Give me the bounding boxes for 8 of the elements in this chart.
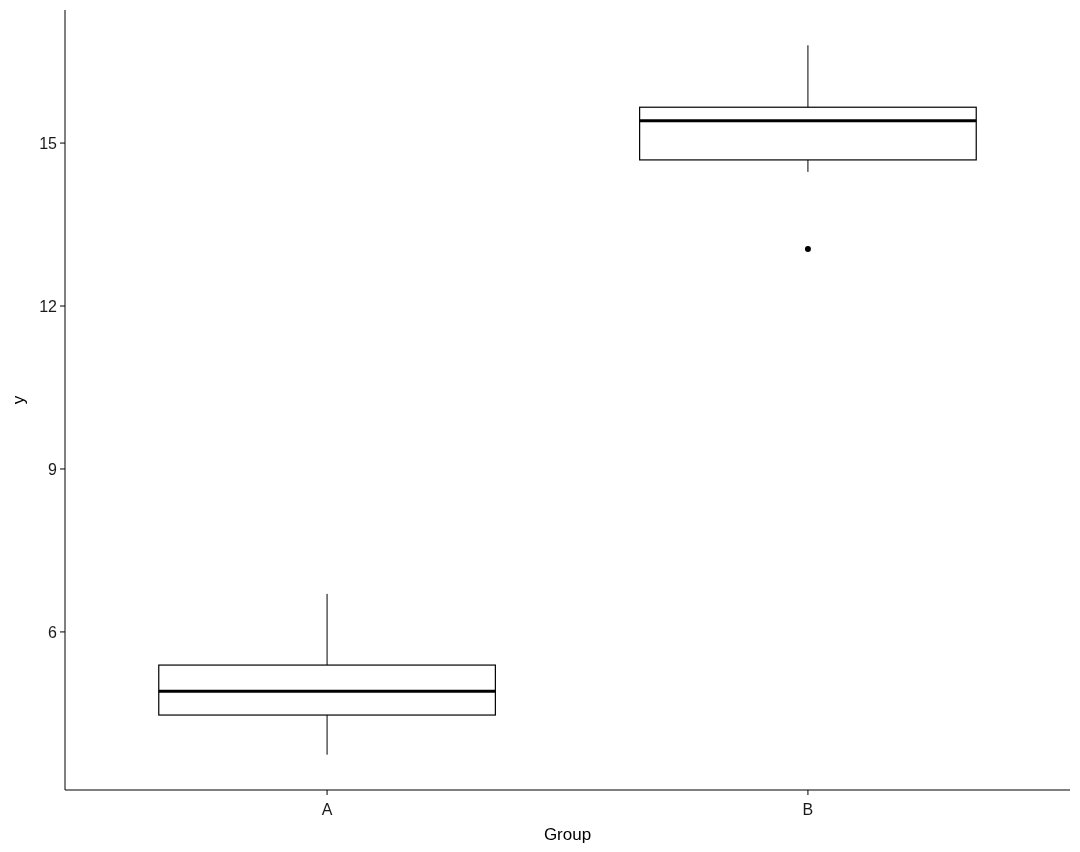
y-axis-title: y <box>9 395 28 405</box>
x-tick-label: B <box>802 801 814 818</box>
y-tick-label: 9 <box>48 460 58 478</box>
y-tick-label: 6 <box>48 623 58 641</box>
x-axis-title: Group <box>543 825 592 844</box>
x-tick-label: A <box>321 801 333 818</box>
y-tick-label: 12 <box>39 297 58 315</box>
y-tick-label: 15 <box>39 134 58 152</box>
